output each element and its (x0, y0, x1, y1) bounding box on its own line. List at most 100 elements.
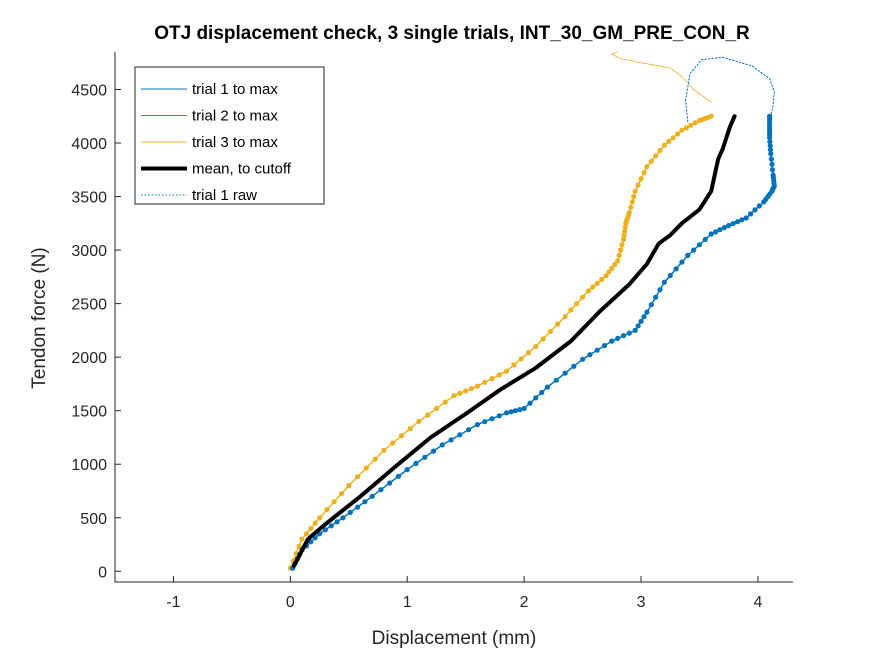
x-tick-label: 4 (753, 594, 762, 611)
data-point (533, 343, 539, 349)
legend: trial 1 to max trial 2 to max trial 3 to m… (134, 66, 325, 205)
data-point (620, 333, 627, 339)
data-point (730, 221, 736, 227)
data-point (673, 266, 679, 272)
data-point (752, 207, 758, 213)
data-point (430, 448, 437, 454)
data-point (422, 454, 428, 460)
legend-label: trial 3 to max (192, 134, 278, 151)
data-point (661, 279, 668, 285)
data-point (442, 399, 448, 405)
ticks-layer: -1 0 1 2 3 4 0 500 1000 1500 2000 2500 3000 3500 4000 4… (71, 82, 762, 611)
data-point (616, 252, 622, 258)
data-point (603, 273, 609, 279)
data-point (702, 236, 708, 242)
x-axis-label: Displacement (mm) (372, 628, 537, 649)
data-point (739, 217, 745, 223)
data-point (721, 225, 727, 231)
data-point (622, 224, 628, 230)
axis-box (114, 52, 793, 583)
data-point (362, 499, 368, 505)
data-point (679, 259, 685, 265)
data-point (308, 539, 314, 545)
legend-label: trial 1 to max (192, 81, 278, 98)
data-point (562, 370, 568, 376)
data-point (599, 276, 605, 283)
data-point (620, 236, 627, 242)
data-point (612, 261, 618, 268)
data-point (416, 418, 422, 424)
data-point (609, 265, 615, 271)
y-tick-label: 4500 (71, 82, 107, 99)
data-point (496, 372, 502, 378)
data-point (594, 280, 600, 286)
legend-label: mean, to cutoff (192, 161, 292, 178)
data-point (555, 321, 561, 327)
data-point (347, 509, 353, 515)
data-point (496, 413, 502, 419)
data-point (653, 153, 659, 159)
y-tick-label: 2500 (71, 297, 107, 314)
data-point (463, 388, 469, 394)
data-point (512, 408, 519, 414)
data-point (769, 161, 775, 167)
y-tick-label: 3500 (71, 190, 107, 207)
data-point (340, 515, 346, 521)
data-point (657, 287, 663, 293)
data-point (631, 193, 637, 200)
data-point (601, 343, 608, 349)
data-point (708, 113, 714, 119)
data-point (767, 147, 774, 153)
data-point (606, 269, 612, 275)
y-tick-label: 3000 (71, 243, 107, 260)
data-point (638, 318, 644, 324)
data-point (769, 167, 776, 173)
data-point (644, 309, 650, 315)
data-point (618, 247, 624, 253)
data-point (553, 377, 559, 383)
data-point (474, 422, 480, 428)
data-point (322, 527, 328, 533)
series-line (685, 56, 775, 123)
series-line (611, 51, 712, 103)
data-point (518, 356, 524, 362)
data-point (590, 284, 596, 290)
x-tick-label: 0 (286, 594, 295, 611)
data-point (508, 409, 514, 415)
data-point (713, 229, 719, 235)
data-point (372, 456, 378, 462)
data-point (390, 440, 396, 446)
data-point (585, 288, 592, 294)
data-point (641, 170, 647, 176)
data-point (574, 301, 580, 307)
data-point (482, 419, 488, 425)
chart-title: OTJ displacement check, 3 single trials,… (154, 23, 750, 44)
series-line (291, 114, 737, 568)
data-point (308, 525, 314, 532)
data-point (587, 352, 593, 358)
data-point (635, 323, 641, 329)
series-layer (287, 51, 777, 571)
data-point (346, 483, 352, 489)
data-point (489, 376, 495, 382)
legend-label: trial 1 raw (192, 187, 257, 204)
data-point (679, 127, 685, 133)
data-point (407, 426, 413, 432)
data-point (448, 437, 454, 443)
data-point (303, 531, 309, 537)
y-tick-label: 4000 (71, 136, 107, 153)
y-tick-label: 500 (80, 511, 107, 528)
data-point (355, 474, 361, 480)
data-point (571, 363, 577, 369)
y-tick-label: 1500 (71, 404, 107, 421)
data-point (628, 204, 634, 210)
data-point (521, 405, 527, 412)
x-tick-label: -1 (166, 594, 180, 611)
data-point (615, 258, 621, 264)
data-point (767, 113, 773, 119)
data-point (398, 433, 404, 439)
legend-box (134, 66, 325, 205)
data-point (317, 515, 323, 521)
data-point (756, 203, 763, 209)
